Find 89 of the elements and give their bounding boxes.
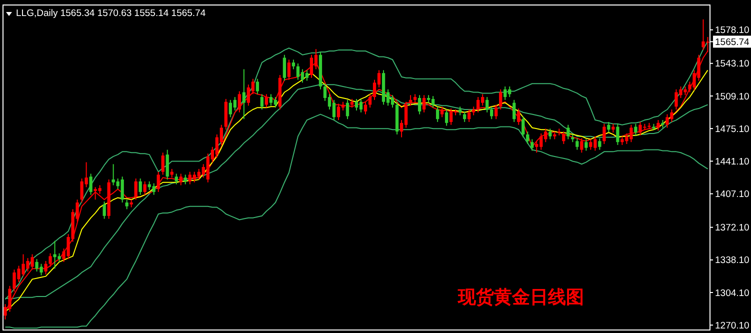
candlestick (584, 138, 588, 152)
candlestick (634, 123, 638, 136)
candlestick (354, 98, 358, 111)
annotation: 1565.74 (715, 37, 750, 48)
candlestick (562, 131, 566, 145)
y-tick-label: 1372.10 (715, 222, 750, 234)
candlestick (530, 138, 534, 152)
candlestick (260, 94, 264, 110)
y-tick-label: 1270.10 (715, 320, 750, 332)
y-tick-label: 1543.10 (715, 58, 750, 70)
candlestick (566, 124, 570, 140)
candlestick (282, 54, 286, 82)
candlestick (364, 101, 368, 115)
candlestick (359, 98, 363, 113)
candlestick (346, 99, 350, 120)
candlestick (120, 176, 124, 203)
candlestick (310, 54, 314, 78)
candlestick (238, 90, 241, 113)
candlestick (44, 260, 48, 275)
candlestick (138, 178, 142, 196)
candlestick (233, 96, 236, 111)
candlestick (436, 106, 440, 122)
annotation: 现货黄金日线图 (457, 287, 584, 308)
candlestick (616, 123, 620, 146)
candlestick (174, 173, 178, 185)
candlestick (404, 101, 408, 128)
candlestick (143, 180, 146, 196)
candlestick (463, 110, 466, 122)
candlestick (368, 94, 372, 108)
candlestick (102, 201, 106, 220)
candlestick (535, 140, 538, 154)
candlestick (499, 88, 502, 110)
candlestick (305, 70, 309, 82)
candlestick (300, 68, 304, 84)
y-tick-label: 1578.10 (715, 25, 750, 36)
candlestick (517, 108, 520, 126)
candlestick (422, 94, 426, 113)
candlestick (292, 59, 296, 70)
candlestick (490, 106, 494, 120)
candlestick (269, 94, 273, 106)
candlestick (48, 252, 52, 268)
candlestick (179, 173, 182, 186)
line-series (4, 114, 708, 329)
candlestick (256, 78, 260, 95)
y-tick-label: 1304.10 (715, 288, 750, 299)
candlestick (161, 152, 164, 176)
candlestick (468, 109, 471, 122)
candlestick (152, 182, 156, 196)
candlestick (449, 108, 453, 126)
candlestick (332, 99, 336, 121)
candlestick (287, 59, 291, 80)
candlestick (656, 120, 660, 132)
candlestick (408, 94, 412, 106)
candlestick (476, 96, 480, 113)
candlestick (444, 109, 448, 126)
candlestick (504, 86, 507, 100)
candlestick (125, 199, 128, 210)
candlestick (336, 103, 340, 121)
candlestick (89, 173, 92, 196)
candlestick (486, 96, 489, 113)
candlestick (274, 96, 278, 108)
candlestick (418, 94, 422, 115)
candlestick (512, 99, 516, 122)
candlestick (548, 128, 552, 140)
candlestick (242, 68, 246, 120)
candlestick (156, 171, 160, 192)
candlestick (264, 94, 268, 108)
y-tick-label: 1509.10 (715, 91, 750, 102)
candlestick (184, 174, 187, 185)
candlestick (522, 116, 525, 138)
candlestick (576, 138, 579, 150)
candlestick (607, 121, 610, 134)
y-tick-label: 1475.10 (715, 124, 750, 135)
candlestick (440, 106, 444, 118)
candlestick (602, 123, 606, 145)
y-tick-label: 1338.10 (715, 255, 750, 266)
candlestick (431, 96, 435, 108)
candlestick (580, 138, 584, 154)
candlestick (589, 138, 592, 150)
candlestick (390, 94, 394, 108)
candlestick (494, 104, 498, 120)
candlestick (598, 138, 602, 150)
y-tick-label: 1407.10 (715, 189, 750, 200)
candlestick (134, 178, 138, 200)
chart-title: LLG,Daily 1565.34 1570.63 1555.14 1565.74 (16, 8, 206, 19)
candlestick (166, 149, 169, 180)
candlestick (526, 131, 530, 145)
candlestick (296, 62, 300, 80)
y-tick-label: 1441.10 (715, 156, 750, 168)
